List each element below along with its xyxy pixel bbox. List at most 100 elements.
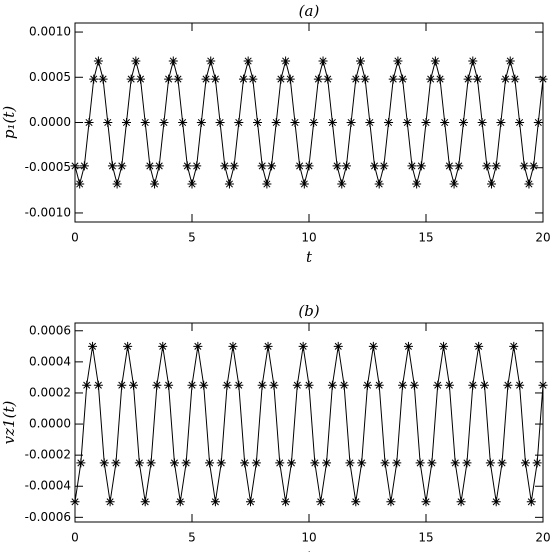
data-point — [310, 458, 320, 468]
data-point — [136, 74, 146, 84]
data-point — [131, 56, 141, 66]
data-point — [316, 497, 326, 507]
data-point — [393, 56, 403, 66]
data-point — [386, 497, 396, 507]
data-point — [363, 380, 372, 390]
data-point — [351, 497, 361, 507]
data-point — [271, 118, 281, 127]
data-point — [524, 179, 534, 189]
data-point — [88, 341, 98, 351]
data-point — [299, 179, 309, 189]
data-point — [509, 341, 519, 351]
data-point — [121, 118, 131, 127]
data-point — [533, 118, 543, 127]
data-point — [295, 161, 305, 171]
data-point — [332, 161, 342, 171]
y-tick-label: -0.0006 — [25, 510, 71, 524]
data-point — [75, 179, 85, 189]
data-point — [206, 56, 216, 66]
data-point — [456, 497, 466, 507]
y-tick-label: 0.0000 — [29, 417, 71, 431]
data-point — [515, 380, 525, 390]
data-point — [370, 161, 380, 171]
data-point — [333, 341, 343, 351]
data-point — [380, 458, 390, 468]
data-point — [421, 497, 431, 507]
data-point — [123, 341, 133, 351]
data-point — [175, 497, 185, 507]
data-point — [164, 380, 174, 390]
data-point — [491, 497, 501, 507]
data-point — [318, 56, 328, 66]
data-point — [182, 161, 192, 171]
data-point — [248, 74, 258, 84]
data-point — [140, 118, 150, 127]
data-point — [313, 74, 323, 84]
data-point — [341, 161, 351, 171]
x-tick-label: 10 — [301, 231, 316, 245]
chart-title: (b) — [298, 302, 319, 320]
data-point — [487, 179, 497, 189]
data-point — [398, 380, 408, 390]
data-point — [463, 74, 473, 84]
y-tick-label: 0.0006 — [29, 323, 71, 337]
data-point — [355, 56, 365, 66]
data-point — [93, 56, 103, 66]
data-point — [474, 341, 484, 351]
data-point — [439, 341, 449, 351]
data-point — [346, 118, 356, 127]
data-point — [70, 161, 80, 171]
data-point — [510, 74, 520, 84]
data-point — [276, 74, 286, 84]
data-point — [229, 161, 239, 171]
data-point — [112, 179, 122, 189]
data-point — [323, 74, 333, 84]
data-point — [368, 341, 378, 351]
data-point — [491, 161, 501, 171]
data-point — [228, 341, 238, 351]
data-point — [196, 118, 206, 127]
data-point — [99, 458, 109, 468]
data-point — [117, 161, 127, 171]
data-point — [485, 458, 495, 468]
data-point — [322, 458, 332, 468]
x-tick-label: 0 — [71, 531, 79, 545]
data-point — [450, 458, 460, 468]
data-point — [435, 74, 445, 84]
data-point — [146, 458, 156, 468]
x-axis-label: t — [306, 548, 313, 552]
data-point — [181, 458, 191, 468]
data-point — [458, 118, 468, 127]
x-tick-label: 20 — [535, 231, 550, 245]
data-point — [257, 161, 267, 171]
data-point — [290, 118, 300, 127]
data-point — [253, 118, 263, 127]
data-line — [74, 346, 544, 502]
data-point — [70, 497, 80, 507]
data-point — [497, 458, 507, 468]
data-point — [201, 74, 211, 84]
data-point — [269, 380, 279, 390]
data-point — [468, 380, 478, 390]
data-point — [379, 161, 389, 171]
x-tick-label: 15 — [418, 231, 433, 245]
data-point — [427, 458, 437, 468]
data-point — [117, 380, 127, 390]
data-point — [238, 74, 248, 84]
data-point — [538, 74, 548, 84]
data-point — [159, 118, 169, 127]
data-point — [412, 179, 422, 189]
data-point — [240, 458, 250, 468]
data-point — [402, 118, 412, 127]
x-axis-label: t — [306, 248, 313, 266]
data-point — [532, 458, 542, 468]
data-point — [403, 341, 413, 351]
data-point — [430, 56, 440, 66]
data-point — [199, 380, 209, 390]
data-point — [472, 74, 482, 84]
x-tick-label: 10 — [301, 531, 316, 545]
data-point — [444, 161, 454, 171]
y-tick-label: -0.0004 — [25, 479, 71, 493]
data-point — [192, 161, 202, 171]
